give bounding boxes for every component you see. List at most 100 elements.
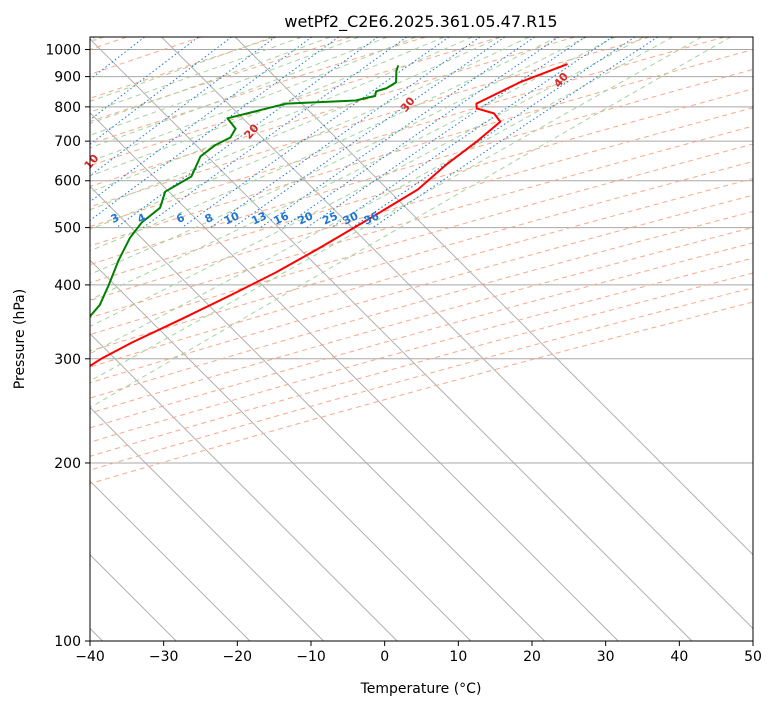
dry-adiabat-line	[90, 37, 202, 75]
x-axis-label: Temperature (°C)	[360, 681, 482, 697]
mixing-ratio-line	[90, 37, 339, 221]
mixing-ratio-line	[181, 37, 450, 228]
mixing-ratio-line	[90, 37, 232, 145]
dry-adiabat-line	[90, 143, 753, 336]
mixing-ratio-label: 10	[222, 209, 242, 227]
y-tick-label: 500	[54, 221, 81, 237]
dry-adiabat-line	[90, 37, 351, 123]
moist-adiabat-line	[90, 37, 732, 409]
line-labels: 346810131620253036102030400	[82, 70, 572, 228]
dry-adiabat-line	[90, 287, 753, 471]
x-axis-ticks: −40 −30 −20 −10 0 10 20 30 40 50	[75, 641, 762, 665]
dry-adiabat-label: 20	[242, 121, 262, 141]
dry-adiabat-line	[90, 88, 753, 284]
x-tick-label: 40	[670, 649, 688, 665]
dry-adiabat-line	[90, 37, 501, 167]
x-tick-label: −40	[75, 649, 105, 665]
dewpoint-profile-line	[90, 65, 400, 318]
dry-adiabat-label: 30	[398, 94, 418, 114]
x-tick-label: 0	[380, 649, 389, 665]
plot-frame	[89, 36, 754, 642]
moist-adiabat-line	[90, 37, 702, 382]
dry-adiabat-line	[90, 125, 753, 319]
y-axis-ticks: 100 200 300 400 500 600 700 800 900 1000	[45, 43, 90, 650]
moist-adiabat-line	[90, 37, 445, 177]
mixing-ratio-label: 3	[109, 211, 121, 226]
dry-adiabat-line	[90, 272, 753, 457]
x-tick-label: −30	[149, 649, 179, 665]
x-tick-label: −10	[296, 649, 326, 665]
moist-adiabat-line	[90, 37, 530, 230]
mixing-ratio-line	[210, 37, 481, 228]
dry-adiabat-line	[90, 107, 753, 302]
x-tick-label: 10	[449, 649, 467, 665]
moist-adiabat-line	[90, 37, 587, 275]
x-tick-label: −20	[223, 649, 253, 665]
mixing-ratio-label: 16	[271, 209, 291, 227]
dry-adiabat-line	[90, 242, 753, 429]
dry-adiabat-line	[90, 226, 753, 414]
dry-adiabat-line	[90, 257, 753, 443]
mixing-ratio-label: 20	[296, 209, 316, 227]
mixing-ratio-line	[331, 37, 613, 228]
isotherm-line	[90, 259, 472, 641]
dry-adiabat-line	[90, 37, 575, 188]
temperature-profile-line	[90, 63, 568, 368]
moist-adiabat-line	[90, 37, 388, 149]
isotherm-line	[234, 37, 753, 556]
dry-adiabat-line	[90, 210, 753, 399]
mixing-ratio-line	[232, 37, 506, 228]
isotherm-line	[90, 406, 324, 641]
moist-adiabat-line	[90, 37, 616, 301]
isotherm-line	[90, 112, 619, 641]
isotherm-line	[90, 185, 545, 641]
x-tick-label: 50	[744, 649, 762, 665]
dry-adiabat-line	[90, 37, 725, 228]
mixing-ratio-line	[372, 37, 658, 228]
mixing-ratio-line	[116, 37, 379, 228]
mixing-ratio-label: 30	[341, 209, 361, 227]
y-tick-label: 600	[54, 174, 81, 190]
chart-title: wetPf2_C2E6.2025.361.05.47.R15	[284, 12, 557, 32]
isotherm-line	[90, 333, 398, 641]
mixing-ratio-line	[90, 37, 276, 177]
background-lines	[90, 37, 753, 641]
moist-adiabat-line	[90, 37, 644, 327]
mixing-ratio-line	[260, 37, 535, 228]
mixing-ratio-line	[142, 37, 408, 228]
mixing-ratio-label: 25	[320, 209, 339, 227]
y-axis-label: Pressure (hPa)	[12, 289, 28, 389]
mixing-ratio-line	[90, 37, 199, 121]
dry-adiabat-line	[90, 301, 753, 485]
moist-adiabat-line	[90, 37, 501, 211]
mixing-ratio-line	[282, 37, 560, 228]
y-tick-label: 100	[54, 634, 81, 650]
profile-lines	[90, 63, 568, 368]
dry-adiabat-line	[90, 37, 650, 208]
dry-adiabat-line	[90, 160, 753, 352]
dry-adiabat-label: 40	[551, 70, 571, 90]
y-tick-label: 800	[54, 100, 81, 116]
mixing-ratio-label: 36	[362, 209, 382, 227]
y-tick-label: 700	[54, 134, 81, 150]
moist-adiabat-line	[90, 37, 273, 102]
dry-adiabat-line	[90, 177, 753, 368]
y-tick-label: 300	[54, 352, 81, 368]
y-tick-label: 400	[54, 278, 81, 294]
y-tick-label: 1000	[45, 43, 81, 59]
mixing-ratio-line	[351, 37, 636, 228]
moist-adiabat-line	[90, 37, 673, 355]
mixing-ratio-label: 6	[174, 211, 187, 226]
isotherm-line	[90, 480, 251, 641]
isotherm-line	[161, 37, 753, 630]
x-tick-label: 20	[523, 649, 541, 665]
moist-adiabat-line	[90, 37, 360, 136]
moist-adiabat-line	[90, 37, 558, 252]
x-tick-label: 30	[597, 649, 615, 665]
mixing-ratio-line	[306, 37, 586, 228]
isotherm-line	[90, 38, 693, 641]
mixing-ratio-label: 13	[249, 209, 268, 227]
dry-adiabat-line	[90, 49, 753, 247]
